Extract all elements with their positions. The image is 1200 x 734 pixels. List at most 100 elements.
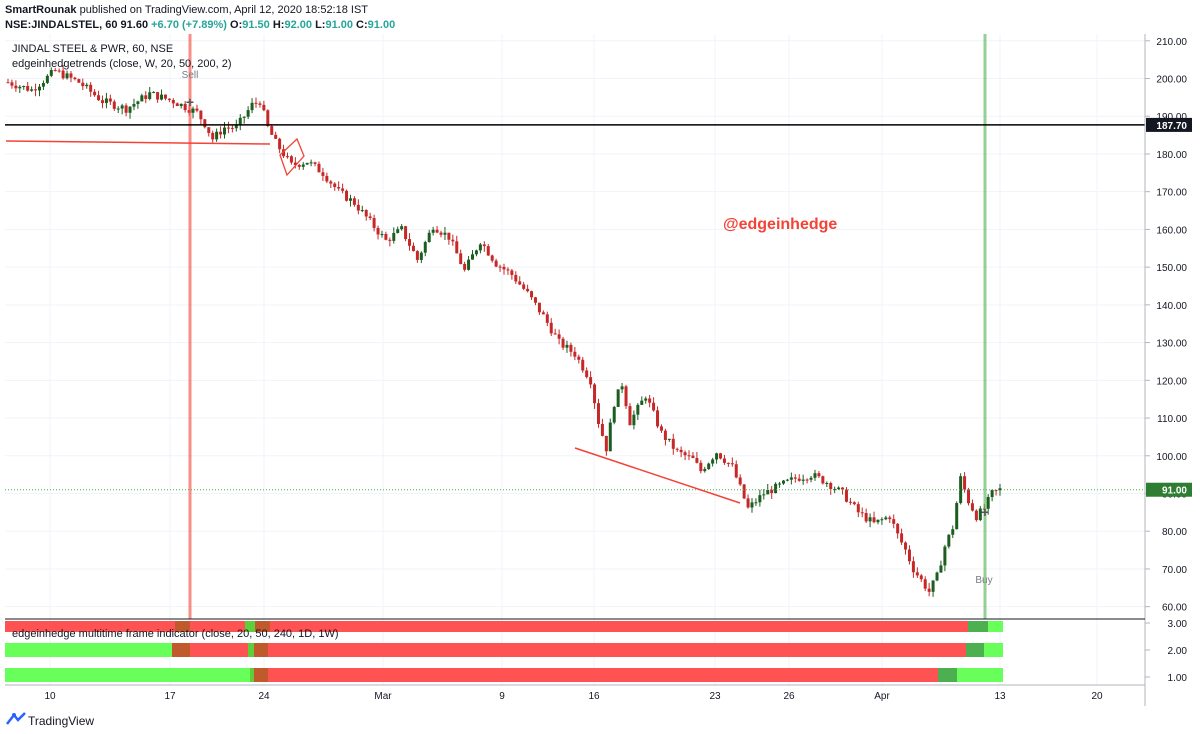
candle-body (490, 255, 494, 261)
lower-tick-label: 2.00 (1168, 646, 1188, 657)
candle-body (423, 242, 427, 253)
candle-body (833, 489, 837, 491)
candle-body (337, 187, 341, 189)
lower-tick-label: 3.00 (1168, 619, 1188, 630)
candle-body (860, 512, 864, 514)
candle-body (313, 162, 317, 164)
author-name[interactable]: SmartRounak (5, 4, 77, 16)
published-text: published on TradingView.com, April 12, … (76, 4, 369, 16)
candle-body (73, 77, 77, 80)
price-tick-label: 180.00 (1156, 150, 1187, 161)
candle-body (238, 117, 242, 126)
chart-background (5, 34, 1145, 706)
candle-body (994, 490, 998, 492)
candle-body (408, 239, 412, 246)
candle-body (415, 251, 419, 260)
candle-body (467, 259, 471, 270)
candle-body (699, 462, 703, 472)
candle-body (171, 99, 175, 104)
candle-body (226, 127, 230, 129)
candle-body (372, 218, 376, 228)
candle-body (41, 82, 45, 87)
candle-body (817, 473, 821, 477)
candle-body (656, 410, 660, 427)
tradingview-brand[interactable]: TradingView (28, 714, 95, 728)
time-tick-label: 10 (44, 691, 56, 702)
candle-body (892, 519, 896, 524)
indicator-lower-label: edgeinhedge multitime frame indicator (c… (12, 628, 339, 640)
time-tick-label: 26 (783, 691, 795, 702)
candle-body (778, 483, 782, 485)
candle-body (970, 503, 974, 511)
candle-body (486, 246, 490, 256)
candle-body (963, 476, 967, 490)
candle-body (411, 245, 415, 252)
candle-body (577, 356, 581, 360)
candle-body (183, 103, 187, 111)
price-tick-label: 130.00 (1156, 339, 1187, 350)
candle-body (427, 232, 431, 243)
candle-body (907, 549, 911, 562)
candle-body (81, 82, 85, 87)
candle-body (482, 244, 486, 247)
mtf-bar-segment (957, 668, 1003, 682)
candle-body (120, 105, 124, 109)
candle-body (439, 232, 443, 235)
candle-body (341, 188, 345, 191)
candle-body (152, 92, 156, 94)
watermark-handle: @edgeinhedge (723, 216, 837, 233)
candle-body (648, 398, 652, 403)
footer: TradingView (0, 706, 1200, 734)
candle-body (317, 163, 321, 173)
candle-body (900, 533, 904, 543)
candle-body (813, 473, 817, 478)
mtf-bar-segment (988, 621, 1003, 632)
mtf-bar-segment (968, 621, 988, 632)
candle-body (289, 156, 293, 163)
candle-body (112, 101, 116, 109)
candle-body (667, 438, 671, 440)
mtf-bar-segment (254, 668, 268, 682)
candle-body (10, 82, 14, 86)
candle-body (85, 84, 89, 87)
candle-body (77, 79, 81, 83)
candle-body (754, 502, 758, 504)
candle-body (793, 477, 797, 479)
candle-body (471, 254, 475, 260)
candle-body (825, 483, 829, 485)
candle-body (37, 86, 41, 91)
candle-body (352, 198, 356, 205)
price-tick-label: 80.00 (1162, 527, 1187, 538)
mtf-bar-segment (190, 643, 248, 657)
flag-pattern (279, 137, 305, 177)
candle-body (26, 85, 30, 91)
time-tick-label: 9 (499, 691, 505, 702)
candle-body (967, 489, 971, 504)
candle-body (242, 116, 246, 118)
candle-body (604, 435, 608, 452)
candle-body (195, 108, 199, 111)
time-axis[interactable]: 10 17 24 Mar 9 16 23 26 Apr 13 20 (44, 691, 1103, 702)
trend-drawings: Sell Buy + + (5, 34, 1145, 619)
candle-body (69, 73, 73, 78)
candle-body (573, 351, 577, 357)
candle-body (144, 95, 148, 99)
price-axis[interactable]: 210.00 200.00 190.00 180.00 170.00 160.00 150.… (5, 34, 1192, 706)
candle-body (93, 91, 97, 96)
candle-body (896, 523, 900, 534)
mtf-bar-segment (268, 668, 938, 682)
candle-body (652, 402, 656, 411)
candle-body (789, 477, 793, 480)
candle-body (919, 575, 923, 580)
time-tick-label: 13 (994, 691, 1006, 702)
candle-body (585, 370, 589, 378)
candle-body (49, 70, 53, 76)
publish-line: SmartRounak published on TradingView.com… (5, 4, 368, 16)
candle-body (6, 82, 10, 84)
candle-body (108, 98, 112, 102)
candle-body (762, 494, 766, 496)
candle-body (730, 463, 734, 465)
chart-area[interactable]: Sell Buy + + 210.00 200.00 190.00 180.00 170.00… (0, 0, 1200, 706)
candle-body (514, 274, 518, 282)
candle-body (663, 430, 667, 440)
